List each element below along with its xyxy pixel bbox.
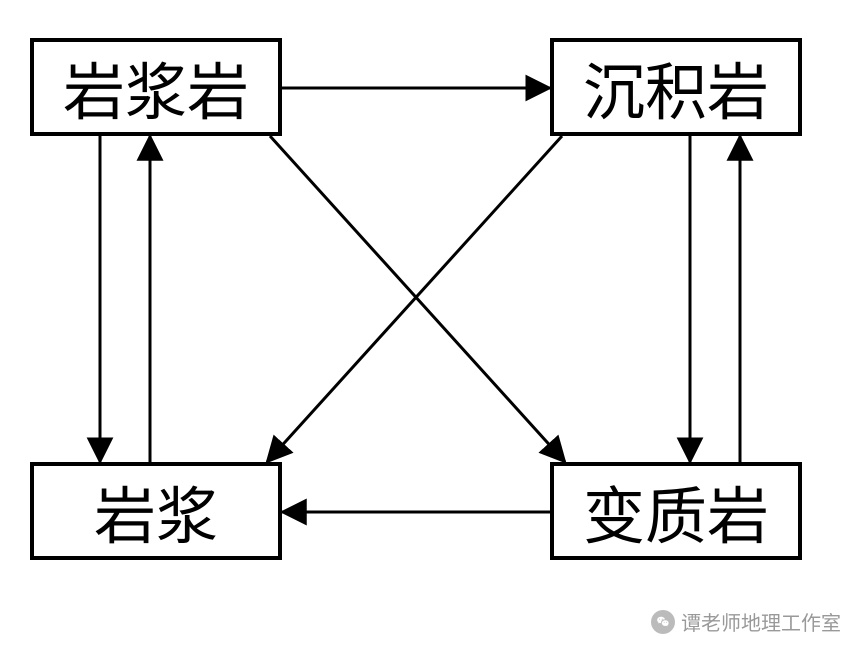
edge-B-C (267, 136, 562, 462)
node-B: 沉积岩 (550, 38, 802, 136)
node-label: 岩浆 (94, 466, 218, 556)
watermark: 谭老师地理工作室 (651, 607, 841, 636)
node-C: 岩浆 (30, 462, 282, 560)
node-label: 变质岩 (583, 466, 769, 556)
watermark-text: 谭老师地理工作室 (681, 607, 841, 636)
node-A: 岩浆岩 (30, 38, 282, 136)
node-D: 变质岩 (550, 462, 802, 560)
node-label: 沉积岩 (583, 42, 769, 132)
wechat-icon (651, 610, 675, 634)
node-label: 岩浆岩 (63, 42, 249, 132)
edge-A-D (270, 136, 565, 462)
